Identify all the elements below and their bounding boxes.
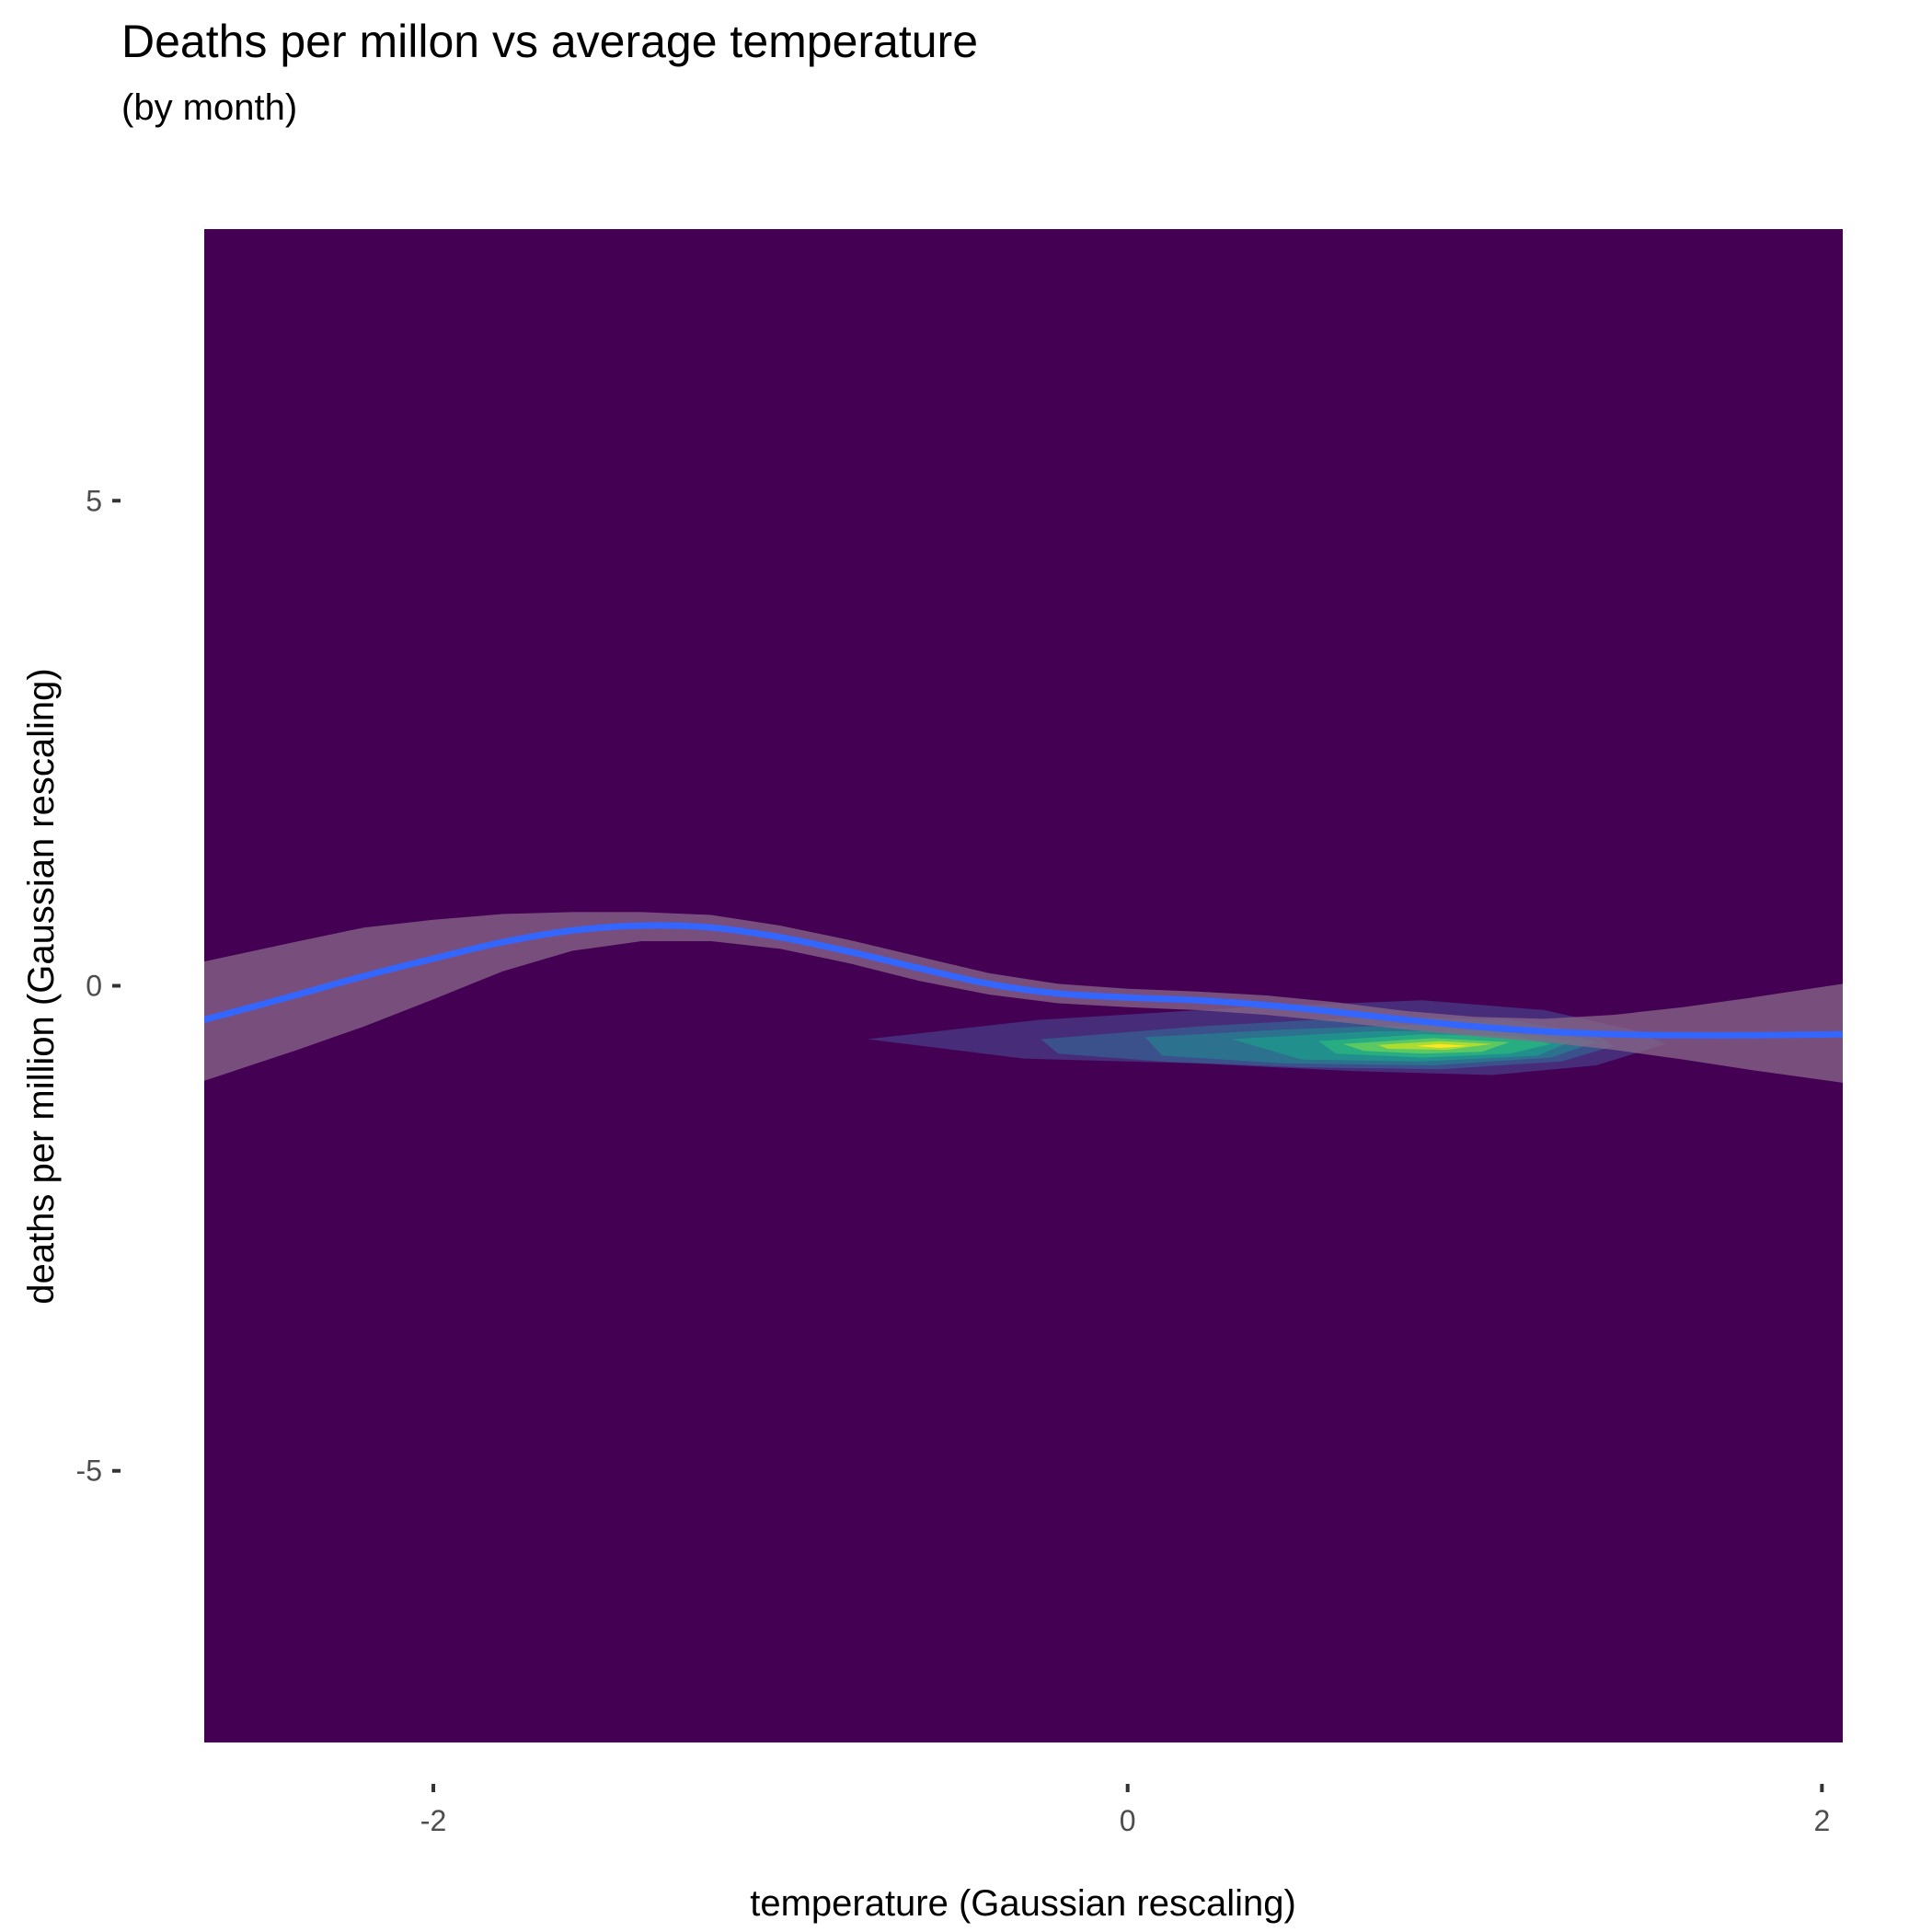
x-tick-label: 0 [1120,1804,1136,1837]
confidence-band [204,912,1843,1083]
x-axis-title: temperature (Gaussian rescaling) [750,1883,1296,1924]
x-tick-label: 2 [1813,1804,1830,1837]
y-tick-label: 5 [86,484,102,517]
density-contour-level-8 [1415,1043,1468,1048]
y-tick-label: 0 [86,970,102,1003]
chart-title: Deaths per millon vs average temperature [121,16,978,67]
x-tick-label: -2 [420,1804,446,1837]
smooth-line [204,922,1843,1039]
y-tick-label: -5 [76,1455,102,1488]
confidence-band-layer [204,912,1843,1083]
x-axis: -2 0 2 [420,1784,1830,1837]
y-axis: 5 0 -5 [76,484,121,1488]
chart-subtitle: (by month) [121,87,297,128]
y-axis-title: deaths per million (Gaussian rescaling) [21,668,62,1304]
smooth-line-layer [204,922,1843,1039]
